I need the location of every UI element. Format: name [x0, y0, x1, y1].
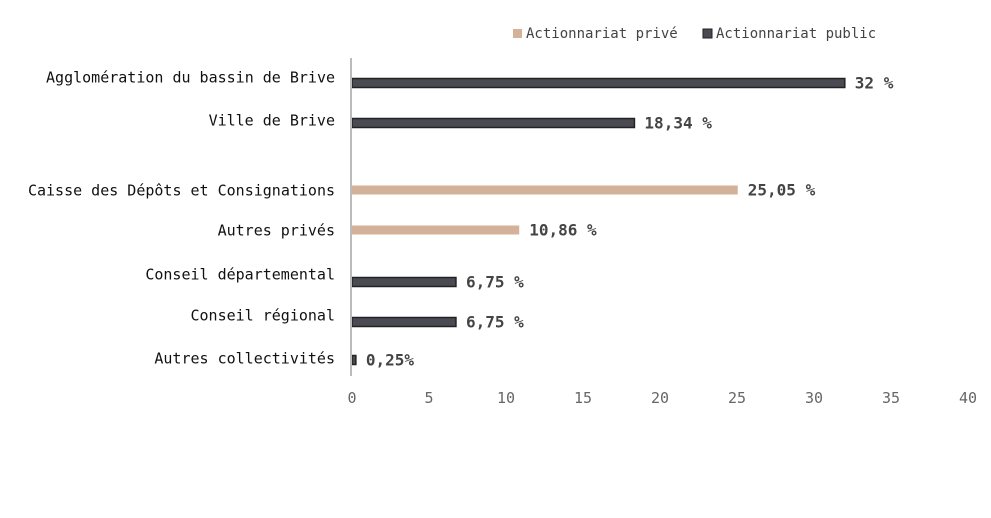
category-label-3: Caisse des Dépôts et Consignations	[28, 182, 335, 200]
category-label-2: Ville de Brive	[209, 112, 335, 130]
data-label-3: 25,05 %	[748, 181, 816, 200]
legend-label-prive: Actionnariat privé	[526, 26, 678, 42]
data-label-7: 0,25%	[366, 351, 415, 370]
x-tick-label-0: 0	[347, 389, 356, 407]
x-tick-label-40: 40	[959, 389, 977, 407]
bar-2	[351, 117, 636, 129]
x-tick-label-20: 20	[651, 389, 669, 407]
legend-swatch-prive	[513, 29, 522, 38]
category-label-7: Autres collectivités	[154, 350, 335, 368]
x-tick-label-15: 15	[574, 389, 592, 407]
bar-4	[352, 225, 520, 235]
x-tick-label-10: 10	[497, 389, 515, 407]
data-label-2: 18,34 %	[644, 114, 712, 133]
data-label-1: 32 %	[855, 74, 894, 93]
x-tick-label-30: 30	[805, 389, 823, 407]
bar-1	[351, 77, 846, 89]
data-label-4: 10,86 %	[529, 221, 597, 240]
bar-5	[351, 276, 457, 288]
legend: Actionnariat privé Actionnariat public	[513, 26, 876, 42]
category-label-1: Agglomération du bassin de Brive	[46, 69, 335, 87]
data-label-6: 6,75 %	[466, 313, 524, 332]
x-tick-label-25: 25	[728, 389, 746, 407]
bars-group	[351, 77, 846, 366]
legend-label-public: Actionnariat public	[716, 26, 876, 42]
category-label-6: Conseil régional	[191, 307, 336, 325]
legend-swatch-public	[702, 28, 713, 39]
data-label-5: 6,75 %	[466, 273, 524, 292]
category-label-5: Conseil départemental	[145, 266, 335, 284]
x-tick-label-35: 35	[882, 389, 900, 407]
data-labels: 32 % 18,34 % 25,05 % 10,86 % 6,75 % 6,75 % 0,2…	[366, 74, 894, 370]
bar-7	[351, 354, 357, 366]
x-axis-ticks: 0 5 10 15 20 25 30 35 40	[347, 389, 977, 407]
x-tick-label-5: 5	[424, 389, 433, 407]
bar-3	[352, 185, 738, 195]
bar-6	[351, 316, 457, 328]
category-label-4: Autres privés	[218, 222, 335, 240]
category-labels: Agglomération du bassin de Brive Ville de…	[28, 69, 335, 368]
